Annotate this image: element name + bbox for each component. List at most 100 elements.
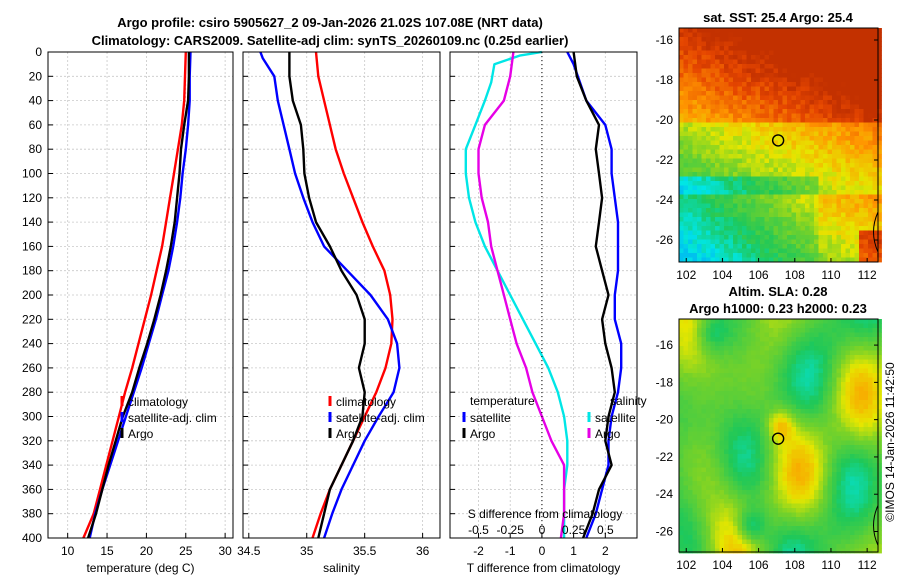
map-cell (773, 145, 779, 150)
map-cell (859, 221, 864, 227)
map-cell (764, 82, 770, 87)
map-cell (701, 535, 707, 540)
map-cell (724, 395, 729, 401)
map-cell (841, 472, 846, 477)
map-cell (809, 512, 815, 518)
map-cell (719, 140, 725, 146)
map-cell (706, 458, 711, 464)
map-cell (746, 544, 752, 549)
map-cell (800, 386, 806, 392)
map-cell (769, 539, 774, 545)
map-cell (773, 158, 779, 164)
map-cell (733, 140, 738, 146)
map-cell (769, 391, 774, 396)
map-cell (733, 77, 738, 83)
map-cell (778, 235, 783, 240)
map-cell (814, 476, 819, 482)
map-cell (733, 100, 738, 105)
map-cell (782, 508, 788, 513)
map-cell (706, 68, 711, 74)
map-cell (737, 323, 743, 329)
map-cell (845, 145, 851, 150)
map-cell (863, 499, 869, 504)
map-cell (850, 341, 855, 347)
map-cell (697, 346, 702, 351)
map-cell (683, 427, 689, 432)
map-cell (764, 503, 770, 509)
map-cell (710, 503, 716, 509)
map-cell (845, 332, 851, 338)
map-cell (769, 422, 774, 428)
map-cell (796, 431, 801, 437)
map-cell (854, 427, 860, 432)
map-cell (877, 476, 882, 482)
map-cell (868, 535, 873, 540)
map-cell (697, 235, 702, 240)
map-cell (787, 221, 792, 227)
map-cell (827, 230, 833, 236)
map-cell (778, 530, 783, 536)
map-cell (841, 503, 846, 509)
map-cell (706, 145, 711, 150)
map-cell (688, 136, 693, 141)
map-cell (737, 239, 743, 245)
map-cell (868, 319, 873, 324)
map-cell (872, 467, 878, 473)
map-cell (697, 449, 702, 455)
map-cell (818, 190, 824, 195)
map-cell (737, 508, 743, 513)
map-cell (877, 472, 882, 477)
map-cell (778, 73, 783, 78)
map-cell (863, 346, 869, 351)
map-cell (688, 158, 693, 164)
map-cell (787, 359, 792, 365)
map-cell (845, 190, 851, 195)
map-cell (872, 373, 878, 378)
map-cell (845, 535, 851, 540)
map-cell (809, 248, 815, 254)
map-cell (836, 418, 842, 423)
map-cell (818, 386, 824, 392)
map-cell (751, 530, 756, 536)
map-cell (728, 118, 734, 123)
map-cell (809, 386, 815, 392)
map-cell (814, 176, 819, 182)
map-cell (845, 100, 851, 105)
map-cell (872, 172, 878, 177)
map-cell (836, 404, 842, 410)
map-cell (814, 409, 819, 414)
map-cell (778, 68, 783, 74)
map-cell (760, 163, 765, 168)
map-cell (719, 226, 725, 231)
map-cell (697, 494, 702, 500)
map-cell (800, 172, 806, 177)
map-cell (872, 221, 878, 227)
map-cell (710, 158, 716, 164)
map-cell (746, 499, 752, 504)
map-cell (877, 239, 882, 245)
map-raster (679, 319, 882, 554)
map-cell (728, 86, 734, 92)
map-cell (841, 104, 846, 110)
map-cell (706, 400, 711, 405)
map-cell (778, 355, 783, 360)
map-cell (818, 176, 824, 182)
map-cell (688, 91, 693, 96)
map-cell (818, 463, 824, 468)
map-cell (683, 32, 689, 38)
map-cell (737, 176, 743, 182)
map-cell (746, 359, 752, 365)
map-cell (818, 431, 824, 437)
map-cell (742, 445, 747, 450)
map-cell (778, 244, 783, 249)
map-cell (728, 440, 734, 446)
map-cell (827, 350, 833, 356)
map-cell (773, 217, 779, 222)
map-cell (724, 427, 729, 432)
map-cell (742, 458, 747, 464)
map-cell (805, 413, 810, 419)
map-cell (832, 386, 837, 392)
map-cell (841, 337, 846, 342)
map-cell (692, 548, 698, 554)
map-cell (746, 68, 752, 74)
